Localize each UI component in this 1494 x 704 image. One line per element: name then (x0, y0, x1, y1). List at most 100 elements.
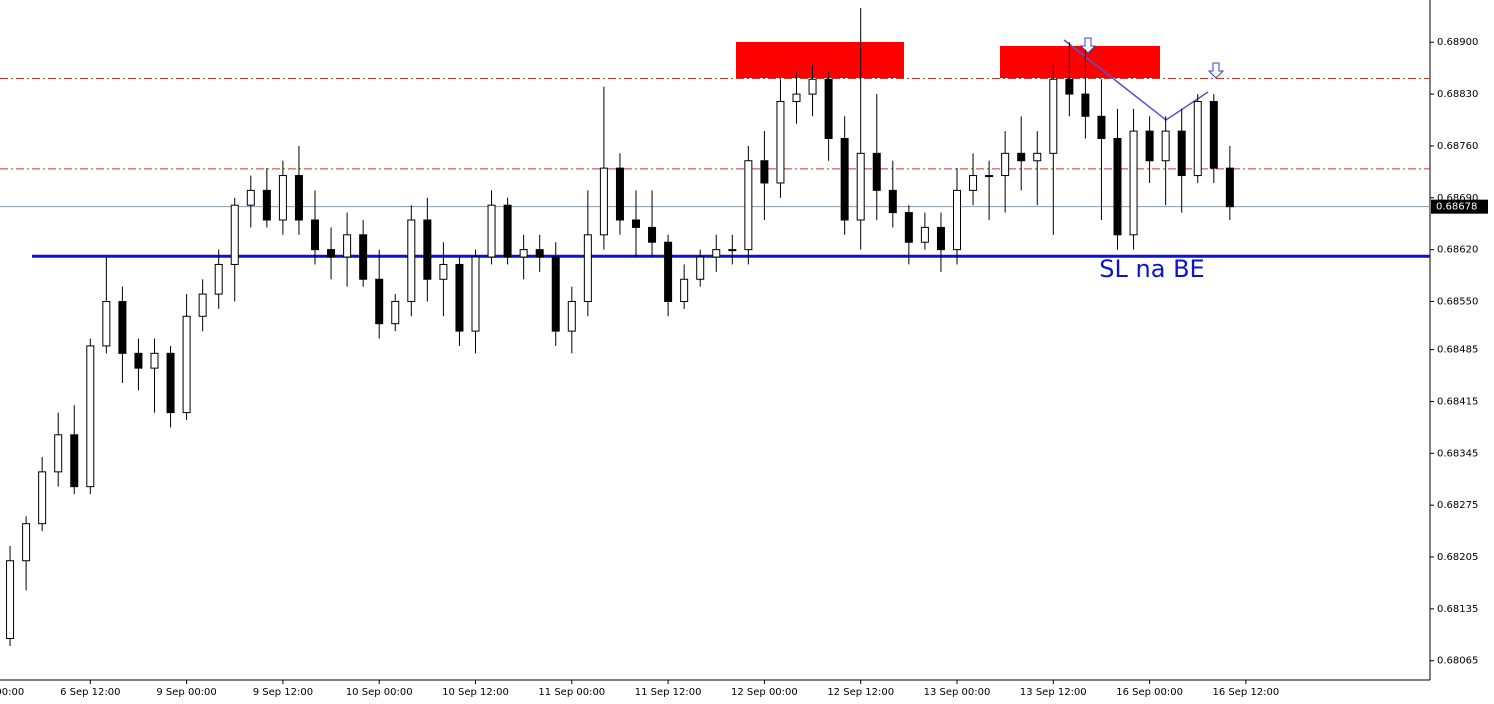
candle-body (70, 434, 79, 488)
x-tick-label: 11 Sep 00:00 (538, 687, 605, 698)
candle-body (728, 249, 737, 252)
candle-body (808, 78, 817, 95)
price-tag (1431, 199, 1488, 214)
candle-body (712, 249, 721, 258)
candle-body (1017, 152, 1026, 162)
candle-body (230, 204, 239, 265)
candle-body (1225, 167, 1234, 208)
x-tick-label: 16 Sep 00:00 (1116, 687, 1183, 698)
candle-body (985, 175, 994, 178)
y-tick-label: 0.68620 (1437, 245, 1478, 256)
candle-body (118, 300, 127, 354)
y-tick-label: 0.68690 (1437, 193, 1478, 204)
candle-body (198, 293, 207, 317)
candle-body (150, 352, 159, 369)
candle-body (38, 471, 47, 525)
candle-body (1129, 130, 1138, 236)
candle-body (439, 263, 448, 280)
candle-body (214, 263, 223, 295)
candle-body (407, 219, 416, 302)
candle-body (54, 434, 63, 473)
candle-body (1145, 130, 1154, 162)
x-tick-label: 16 Sep 12:00 (1213, 687, 1280, 698)
candle-body (696, 256, 705, 280)
candle-body (1065, 78, 1074, 95)
candle-body (455, 263, 464, 332)
y-tick-label: 0.68345 (1437, 448, 1478, 459)
candle-body (327, 249, 336, 258)
y-tick-label: 0.68205 (1437, 552, 1478, 563)
y-tick-label: 0.68760 (1437, 141, 1478, 152)
candle-body (953, 189, 961, 251)
resistance-zone (736, 42, 904, 78)
candle-body (487, 204, 496, 258)
candle-body (583, 234, 592, 302)
x-tick-label: 10 Sep 00:00 (346, 687, 413, 698)
y-tick-label: 0.68275 (1437, 500, 1478, 511)
candle-body (776, 100, 785, 184)
annotations (736, 37, 1225, 121)
candle-body (471, 256, 480, 332)
candle-body (664, 241, 673, 302)
candle-body (166, 352, 175, 414)
candle-body (262, 189, 271, 221)
candle-body (680, 278, 689, 302)
candle-body (311, 219, 319, 251)
candle-body (519, 249, 528, 258)
candle-body (278, 175, 287, 221)
candle-body (648, 226, 657, 243)
x-tick-label: 9 Sep 00:00 (156, 687, 216, 698)
candle-body (86, 345, 95, 488)
candle-body (1001, 152, 1010, 177)
candle-body (1033, 152, 1042, 162)
candle-body (904, 212, 913, 243)
annotation-text: SL na BE (1099, 255, 1204, 283)
price-tag-label: 0.68678 (1436, 202, 1477, 213)
candle-body (599, 167, 608, 236)
x-tick-label: 10 Sep 12:00 (442, 687, 509, 698)
candle-body (1209, 100, 1218, 169)
candle-body (856, 152, 865, 221)
candle-body (6, 560, 15, 640)
y-tick-label: 0.68830 (1437, 89, 1478, 100)
x-tick-label: 9 Sep 12:00 (253, 687, 313, 698)
candle-body (423, 219, 432, 280)
x-tick-label: 12 Sep 12:00 (827, 687, 894, 698)
candle-body (1081, 93, 1090, 117)
x-tick-label: 13 Sep 00:00 (924, 687, 991, 698)
candle-body (840, 138, 849, 221)
arrow (1207, 62, 1225, 79)
candle-body (615, 167, 624, 221)
y-tick-label: 0.68135 (1437, 604, 1478, 615)
candle-body (567, 300, 576, 332)
candle-body (1193, 100, 1202, 177)
x-tick-label: 6 Sep 12:00 (60, 687, 120, 698)
candle-body (294, 175, 303, 221)
candle-body (744, 160, 753, 251)
candle-body (632, 219, 640, 228)
y-tick-label: 0.68900 (1437, 37, 1478, 48)
candle-body (760, 160, 769, 184)
y-tick-label: 0.68065 (1437, 656, 1478, 667)
candle-body (182, 315, 191, 414)
candle-body (888, 189, 897, 214)
candle-body (22, 523, 31, 562)
candle-body (1097, 115, 1106, 140)
y-tick-label: 0.68485 (1437, 345, 1478, 356)
candle-body (1177, 130, 1186, 177)
candle-body (1113, 138, 1122, 236)
x-tick-label: 12 Sep 00:00 (731, 687, 798, 698)
candle-body (102, 300, 111, 347)
resistance-zone (1000, 46, 1160, 78)
x-tick-label: 11 Sep 12:00 (635, 687, 702, 698)
candle-body (343, 234, 352, 258)
x-tick-label: 13 Sep 12:00 (1020, 687, 1087, 698)
candle-body (872, 152, 881, 191)
candle-body (134, 352, 143, 369)
candle-body (1161, 130, 1170, 162)
y-tick-label: 0.68550 (1437, 296, 1478, 307)
candle-body (1049, 78, 1058, 154)
candle-body (936, 226, 945, 251)
candle-body (535, 249, 544, 258)
